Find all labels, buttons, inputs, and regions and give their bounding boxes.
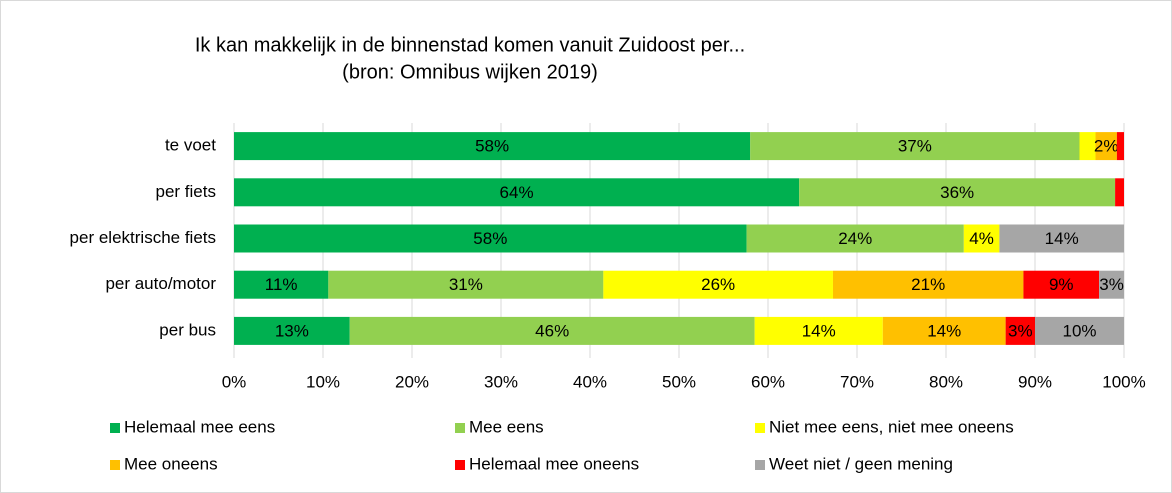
bar-segment: [1115, 178, 1124, 207]
data-label: 58%: [475, 137, 509, 156]
legend-label: Mee eens: [469, 417, 544, 436]
y-tick-label: per auto/motor: [105, 274, 216, 293]
bar-segment: [1099, 270, 1124, 299]
x-tick-label: 80%: [929, 372, 963, 391]
data-label: 13%: [275, 321, 309, 340]
data-label: 11%: [265, 275, 298, 294]
data-label: 58%: [473, 229, 507, 248]
x-tick-label: 90%: [1018, 372, 1052, 391]
data-label: 31%: [449, 275, 483, 294]
bar-segment: [349, 316, 755, 345]
data-label: 9%: [1049, 275, 1074, 294]
data-label: 14%: [1045, 229, 1079, 248]
chart-title: Ik kan makkelijk in de binnenstad komen …: [195, 34, 745, 56]
data-label: 26%: [701, 275, 735, 294]
data-label: 14%: [802, 321, 836, 340]
x-tick-label: 0%: [222, 372, 247, 391]
bar-segment: [234, 270, 329, 299]
bar-segment: [603, 270, 833, 299]
legend-label: Mee oneens: [124, 454, 218, 473]
y-tick-label: per elektrische fiets: [70, 228, 216, 247]
bar-segment: [1005, 316, 1035, 345]
bar-segment: [328, 270, 604, 299]
x-tick-label: 60%: [751, 372, 785, 391]
bar-segment: [1023, 270, 1100, 299]
x-tick-label: 20%: [395, 372, 429, 391]
bar-segment: [746, 224, 964, 253]
x-tick-label: 50%: [662, 372, 696, 391]
x-tick-label: 40%: [573, 372, 607, 391]
legend-swatch: [455, 423, 465, 433]
legend-swatch: [755, 460, 765, 470]
y-tick-label: per bus: [159, 320, 216, 339]
data-label: 24%: [838, 229, 872, 248]
y-tick-label: per fiets: [156, 182, 216, 201]
data-label: 2%: [1094, 137, 1119, 156]
data-label: 4%: [969, 229, 994, 248]
data-label: 64%: [500, 183, 534, 202]
bar-segment: [234, 178, 800, 207]
bar-segment: [882, 316, 1006, 345]
bar-segment: [234, 224, 747, 253]
data-label: 14%: [927, 321, 961, 340]
legend-swatch: [110, 460, 120, 470]
legend-label: Helemaal mee oneens: [469, 454, 639, 473]
bar-segment: [234, 316, 350, 345]
legend-swatch: [110, 423, 120, 433]
legend-label: Weet niet / geen mening: [769, 454, 953, 473]
x-tick-label: 70%: [840, 372, 874, 391]
data-label: 37%: [898, 137, 932, 156]
chart-subtitle: (bron: Omnibus wijken 2019): [342, 61, 598, 83]
data-label: 21%: [911, 275, 945, 294]
data-label: 10%: [1062, 321, 1096, 340]
x-tick-label: 100%: [1102, 372, 1145, 391]
data-label: 3%: [1008, 321, 1033, 340]
bar-segment: [1035, 316, 1124, 345]
bar-segment: [832, 270, 1024, 299]
x-tick-label: 10%: [306, 372, 340, 391]
x-tick-label: 30%: [484, 372, 518, 391]
legend-label: Niet mee eens, niet mee oneens: [769, 417, 1014, 436]
legend-label: Helemaal mee eens: [124, 417, 275, 436]
bar-segment: [1079, 132, 1096, 161]
legend-swatch: [755, 423, 765, 433]
y-tick-label: te voet: [165, 136, 216, 155]
data-label: 46%: [535, 321, 569, 340]
data-label: 36%: [940, 183, 974, 202]
data-label: 3%: [1099, 275, 1124, 294]
bar-segment: [1095, 132, 1117, 161]
bar-segment: [750, 132, 1080, 161]
bar-segment: [1116, 132, 1124, 161]
bar-segment: [999, 224, 1124, 253]
bar-segment: [234, 132, 751, 161]
bar-segment: [754, 316, 883, 345]
bar-segment: [963, 224, 1000, 253]
legend-swatch: [455, 460, 465, 470]
bar-segment: [799, 178, 1116, 207]
